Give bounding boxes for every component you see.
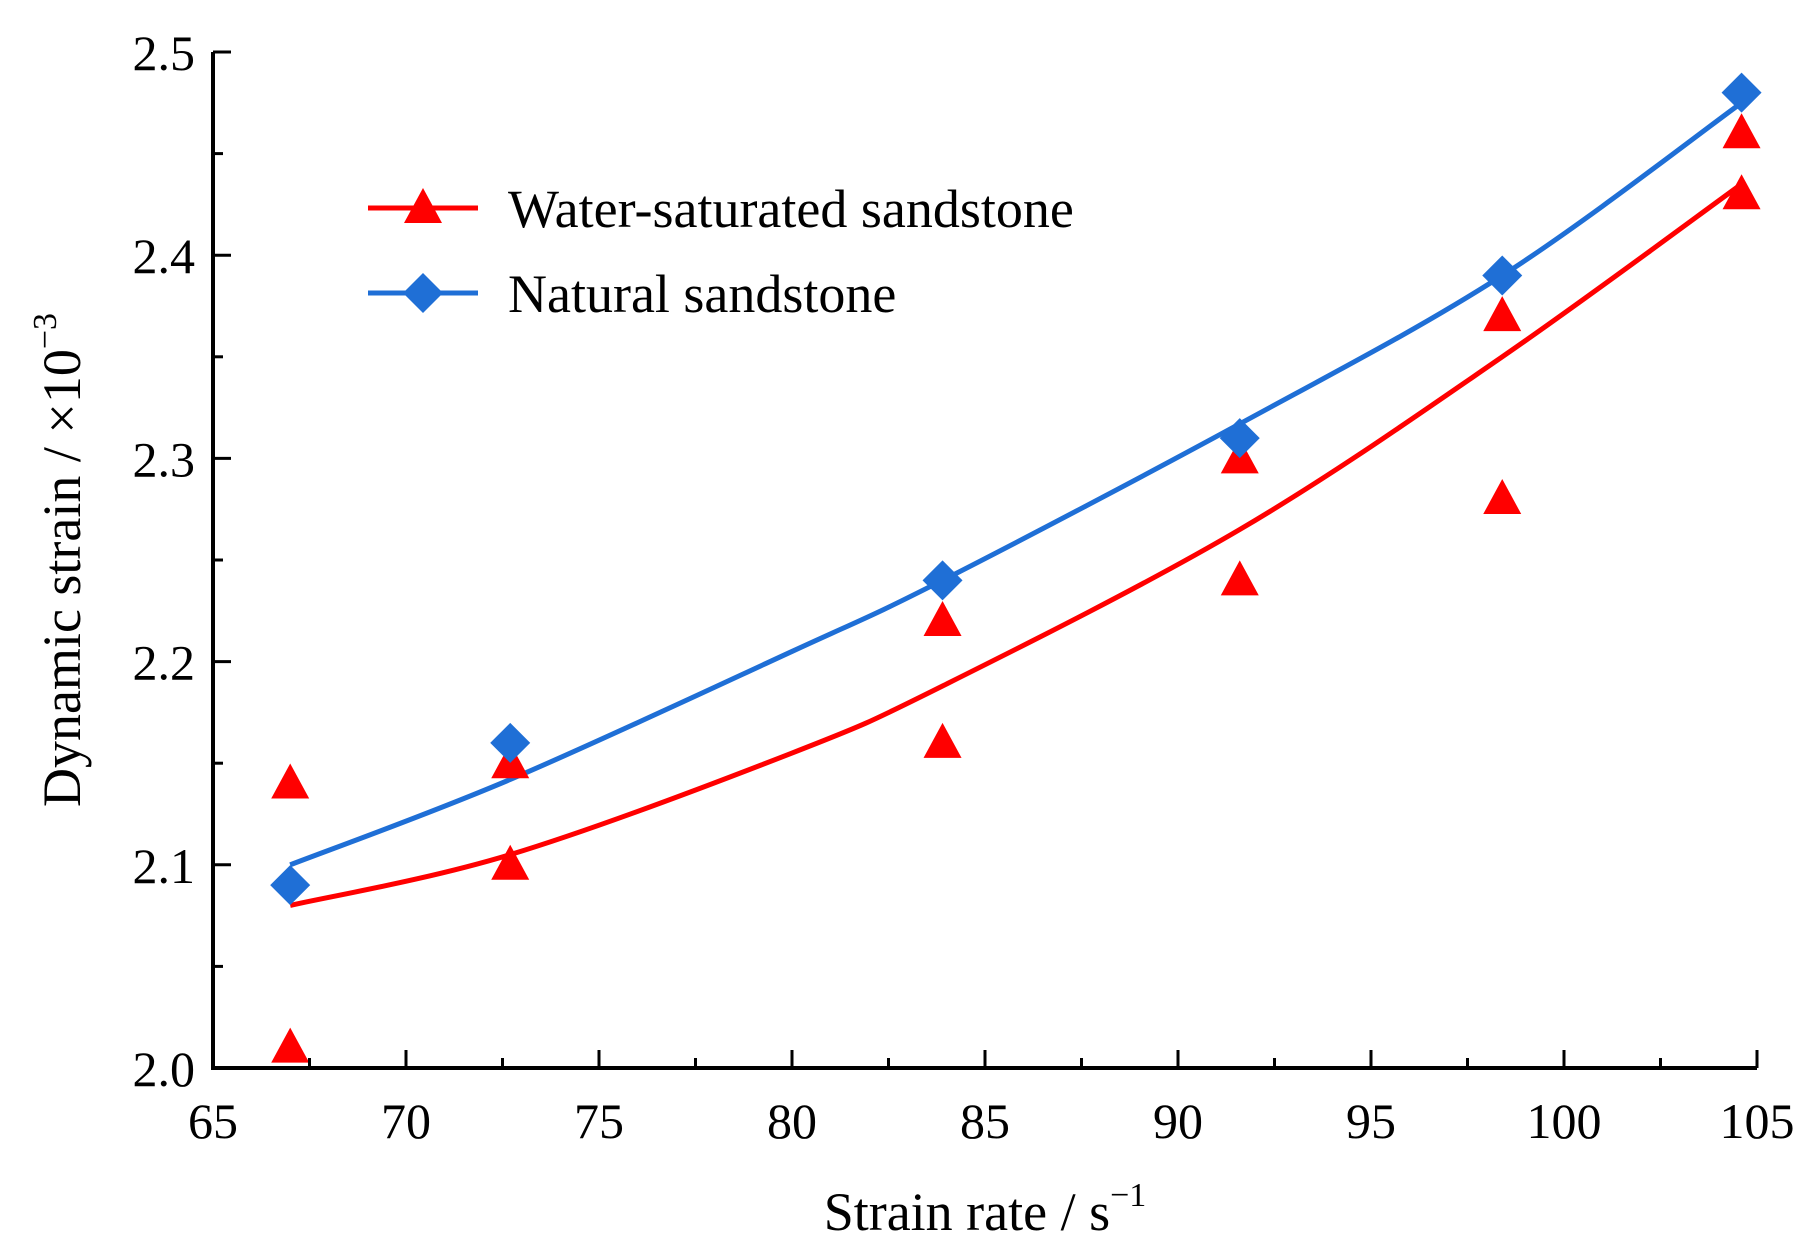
x-tick-label: 105 [1720, 1093, 1795, 1149]
data-point-natural [1219, 418, 1260, 459]
legend-label-natural: Natural sandstone [508, 264, 896, 324]
x-axis-title-main: Strain rate / s [824, 1182, 1110, 1242]
x-tick-label: 70 [381, 1093, 431, 1149]
axes: 65 70 75 80 85 90 95 100 105 2.0 2.1 2.2 2.3 2.4 2.5 St… [27, 25, 1795, 1242]
plot-area [270, 72, 1762, 1063]
data-point-water-saturated [491, 844, 530, 880]
x-tick-label: 85 [960, 1093, 1010, 1149]
x-tick-label: 90 [1153, 1093, 1203, 1149]
data-point-water-saturated [1220, 560, 1259, 596]
x-axis-title: Strain rate / s−1 [824, 1177, 1147, 1242]
data-point-natural [490, 722, 531, 763]
y-tick-label: 2.4 [133, 228, 196, 284]
data-point-natural [1482, 255, 1523, 296]
data-point-natural [922, 560, 963, 601]
data-point-water-saturated [1483, 479, 1522, 515]
data-point-water-saturated [1722, 113, 1761, 149]
x-axis-title-superscript: −1 [1110, 1177, 1146, 1214]
data-point-water-saturated [923, 600, 962, 636]
data-point-water-saturated [271, 763, 310, 799]
legend: Water-saturated sandstone Natural sandsto… [368, 179, 1074, 324]
y-axis-title-superscript: −3 [27, 313, 64, 349]
y-axis-title-main: Dynamic strain / ×10 [32, 349, 92, 807]
y-tick-label: 2.1 [133, 838, 196, 894]
y-tick-label: 2.3 [133, 431, 196, 487]
data-point-water-saturated [1483, 296, 1522, 332]
x-tick-label: 80 [767, 1093, 817, 1149]
legend-marker-natural [403, 273, 443, 313]
legend-label-water-saturated: Water-saturated sandstone [508, 179, 1074, 239]
data-point-water-saturated [1722, 174, 1761, 210]
x-tick-label: 100 [1527, 1093, 1602, 1149]
data-point-water-saturated [271, 1027, 310, 1063]
x-tick-label: 95 [1346, 1093, 1396, 1149]
legend-marker-water-saturated [404, 188, 442, 223]
data-point-water-saturated [923, 722, 962, 758]
y-axis-title: Dynamic strain / ×10−3 [27, 313, 92, 807]
y-tick-label: 2.2 [133, 635, 196, 691]
y-tick-label: 2.0 [133, 1041, 196, 1097]
data-point-natural [270, 865, 311, 906]
data-point-natural [1721, 72, 1762, 113]
x-tick-label: 65 [188, 1093, 238, 1149]
x-tick-label: 75 [574, 1093, 624, 1149]
y-tick-label: 2.5 [133, 25, 196, 81]
